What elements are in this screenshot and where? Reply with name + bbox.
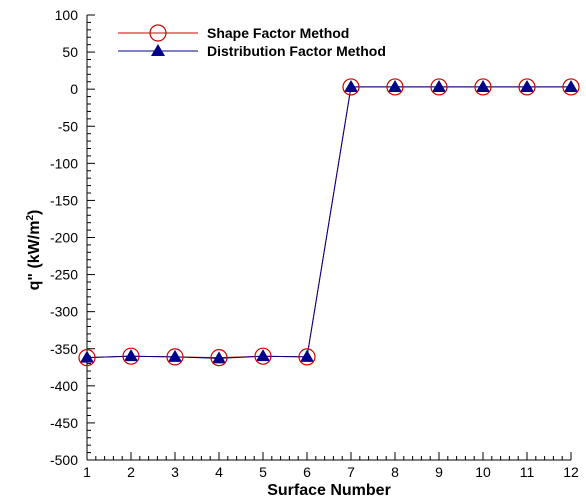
triangle-marker [476, 79, 490, 92]
series-layer [78, 78, 580, 367]
triangle-marker [432, 79, 446, 92]
series-distribution-factor [86, 86, 571, 359]
x-tick-label: 11 [520, 464, 535, 480]
x-tick-label: 7 [347, 464, 355, 480]
y-axis-title: q" (kW/m2) [25, 210, 43, 291]
y-axis-title-superscript: 2 [25, 215, 36, 221]
x-tick-label: 12 [563, 464, 579, 480]
y-axis-title-main: q" (kW/m [26, 221, 43, 291]
y-tick-label: -200 [50, 230, 78, 246]
x-tick-label: 4 [215, 464, 223, 480]
x-tick-labels: 1 2 3 4 5 6 7 8 9 10 11 12 [83, 464, 579, 480]
circle-marker [254, 347, 272, 365]
circle-marker [210, 349, 228, 367]
triangle-marker [300, 349, 314, 362]
y-tick-label: -50 [58, 118, 78, 134]
circle-marker [298, 348, 316, 366]
circle-marker [78, 349, 96, 367]
axes [86, 15, 571, 461]
x-tick-label: 3 [171, 464, 179, 480]
circle-marker [562, 78, 580, 96]
x-tick-label: 6 [303, 464, 311, 480]
y-tick-label: -350 [50, 341, 78, 357]
circle-marker [342, 78, 360, 96]
y-tick-label: 100 [55, 7, 79, 23]
y-tick-label: -250 [50, 267, 78, 283]
circle-marker [518, 78, 536, 96]
y-tick-label: -500 [50, 452, 78, 468]
y-tick-label: -400 [50, 378, 78, 394]
triangle-marker [564, 79, 578, 92]
x-tick-label: 9 [435, 464, 443, 480]
y-tick-label: -300 [50, 304, 78, 320]
x-tick-label: 8 [391, 464, 399, 480]
y-tick-label: -450 [50, 415, 78, 431]
series-line [86, 86, 571, 359]
legend-marker-circle [149, 24, 167, 42]
tick-marks [86, 14, 572, 461]
triangle-marker [520, 79, 534, 92]
triangle-marker [388, 79, 402, 92]
legend-entry-shape-factor: Shape Factor Method [118, 24, 349, 42]
triangle-marker [80, 350, 94, 363]
legend-label-shape-factor: Shape Factor Method [207, 25, 349, 41]
legend-entry-distribution-factor: Distribution Factor Method [118, 43, 386, 59]
circle-marker [430, 78, 448, 96]
circle-marker [122, 347, 140, 365]
markers [78, 78, 580, 367]
y-tick-label: -150 [50, 192, 78, 208]
circle-marker [166, 348, 184, 366]
y-tick-label: 0 [70, 81, 78, 97]
circle-marker [474, 78, 492, 96]
x-tick-label: 2 [127, 464, 135, 480]
legend-label-distribution-factor: Distribution Factor Method [207, 43, 386, 59]
triangle-marker [212, 351, 226, 364]
legend-marker-triangle [151, 44, 165, 56]
y-tick-labels: -500-450-400-350-300-250-200-150-100-500… [50, 7, 78, 468]
x-tick-label: 5 [259, 464, 267, 480]
triangle-marker [344, 79, 358, 92]
x-tick-label: 10 [475, 464, 491, 480]
circle-marker [386, 78, 404, 96]
legend: Shape Factor Method Distribution Factor … [118, 24, 386, 59]
y-tick-label: -100 [50, 155, 78, 171]
x-axis-title: Surface Number [267, 482, 391, 499]
triangle-marker [124, 349, 138, 362]
y-tick-label: 50 [62, 44, 78, 60]
x-tick-label: 1 [83, 464, 91, 480]
y-axis-title-close: ) [26, 210, 43, 215]
triangle-marker [168, 349, 182, 362]
triangle-marker [256, 349, 270, 362]
